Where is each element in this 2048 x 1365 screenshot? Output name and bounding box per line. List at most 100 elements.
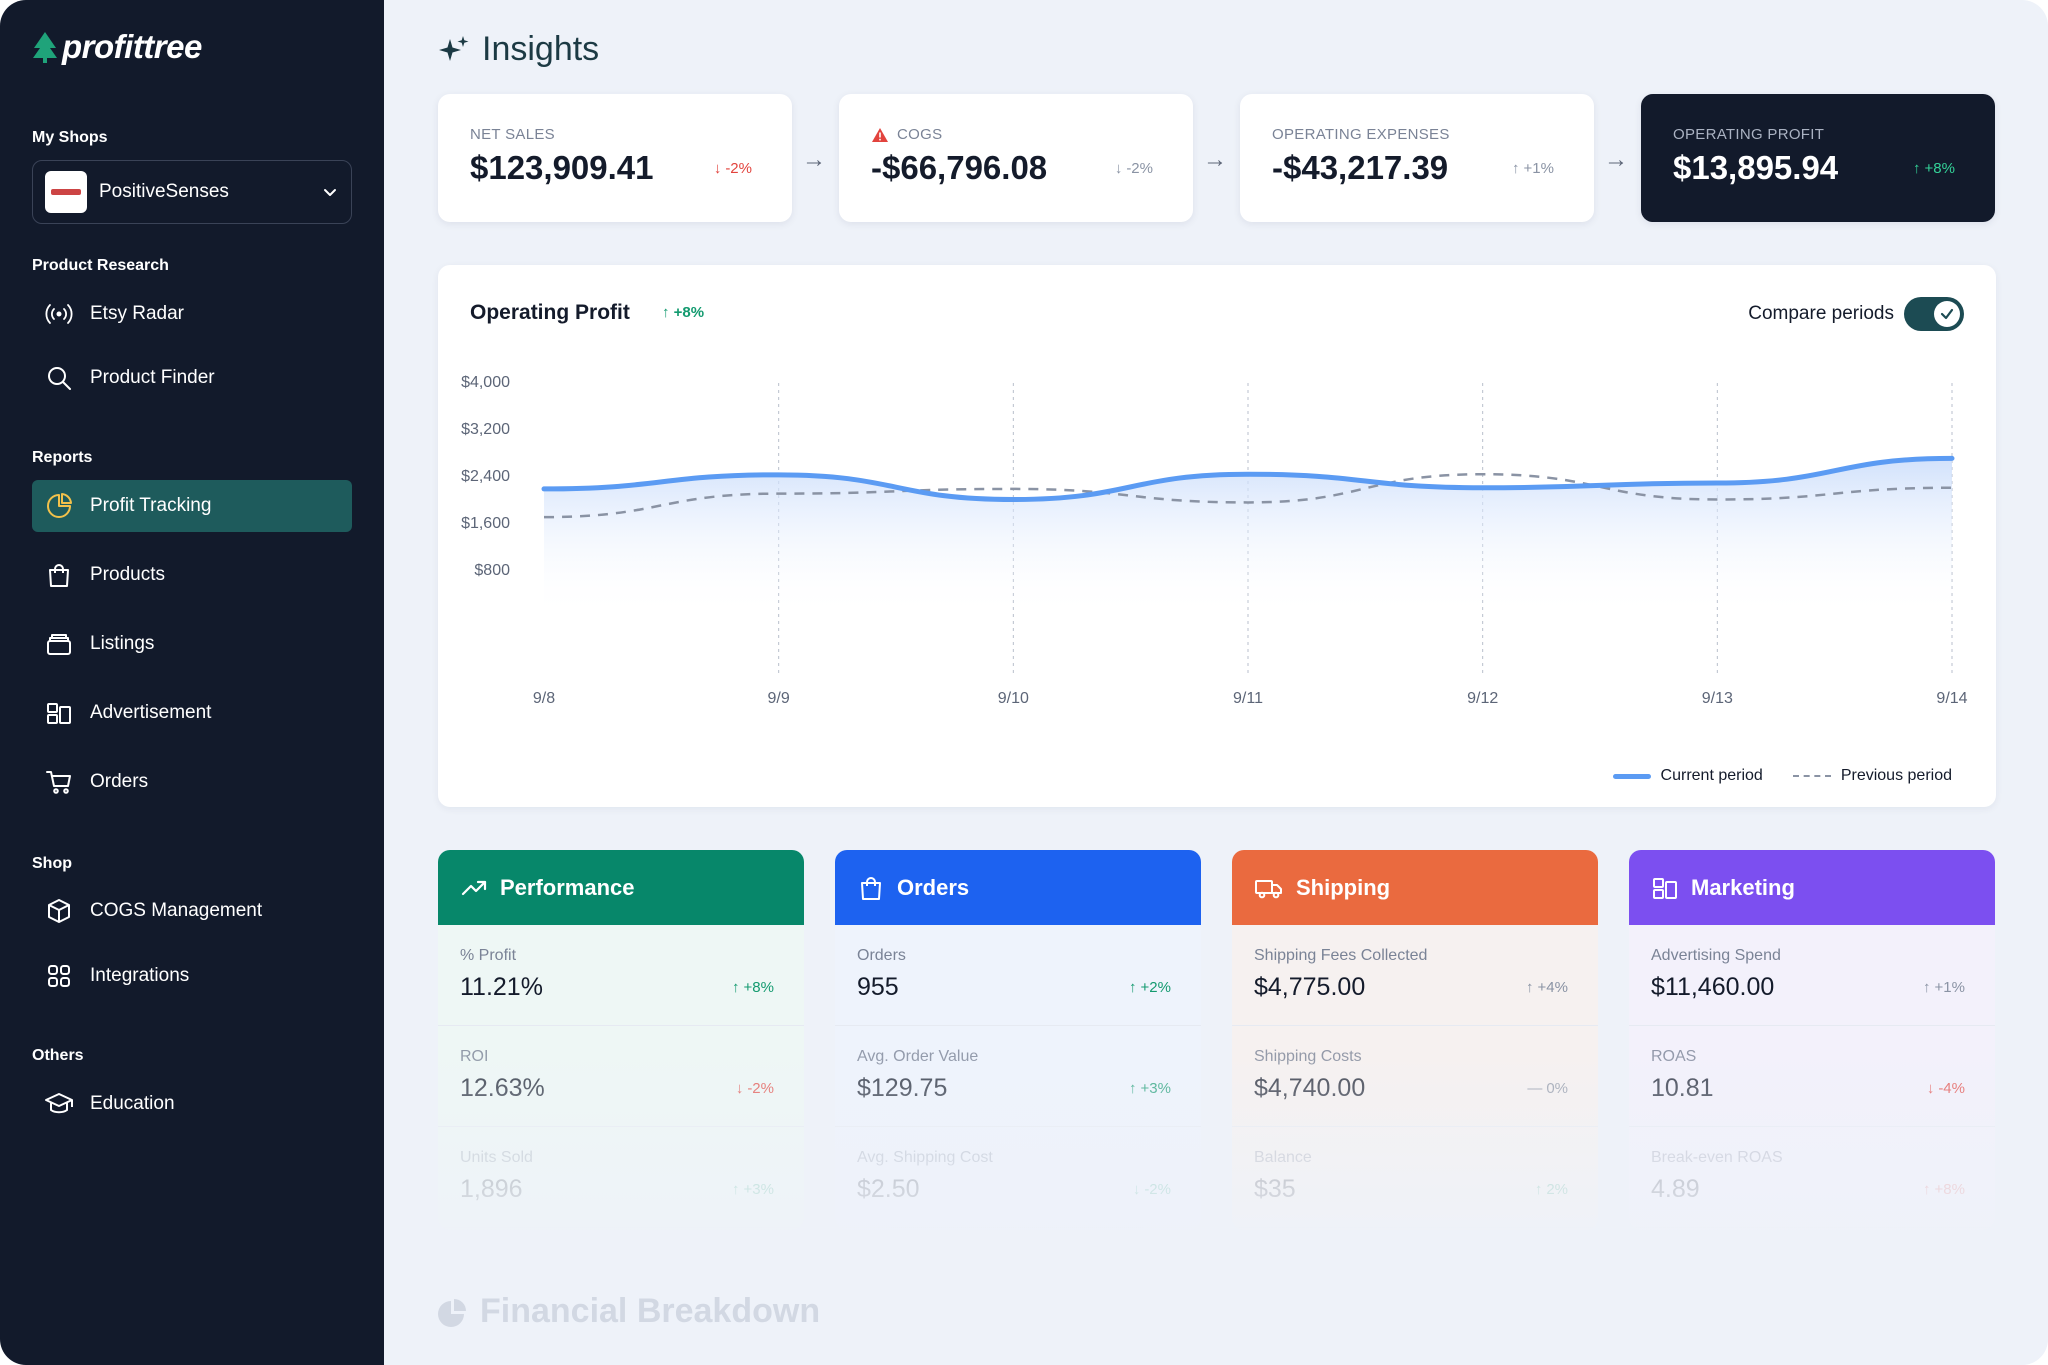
arrow-up-icon: ↑	[732, 1181, 740, 1198]
bag-icon	[857, 874, 885, 902]
metric-card-orders[interactable]: Orders Orders 955 ↑ +2% Avg. Order Value $129.…	[835, 850, 1201, 1230]
sidebar-item-orders[interactable]: Orders	[32, 756, 352, 808]
metric-label: Advertising Spend	[1651, 947, 1781, 964]
metric-row: Shipping Fees Collected $4,775.00 ↑ +4%	[1232, 925, 1598, 1026]
kpi-delta: ↑ +1%	[1512, 160, 1554, 177]
arrow-right-icon: →	[802, 146, 826, 173]
sidebar-item-cogs-management[interactable]: COGS Management	[32, 885, 352, 937]
kpi-label: COGS	[871, 126, 1193, 143]
metric-delta: ↑ +3%	[1129, 1080, 1171, 1097]
brand-logo[interactable]: profittree	[32, 28, 202, 66]
sidebar-item-education[interactable]: Education	[32, 1078, 352, 1130]
sidebar-item-profit-tracking[interactable]: Profit Tracking	[32, 480, 352, 532]
sidebar-item-label: Orders	[90, 771, 149, 792]
cart-icon	[44, 767, 74, 797]
sidebar-item-listings[interactable]: Listings	[32, 618, 352, 670]
radar-icon	[44, 299, 74, 329]
metric-row: Shipping Costs $4,740.00—0%	[1232, 1026, 1598, 1127]
metric-card-performance[interactable]: Performance % Profit 11.21% ↑ +8% ROI 12.63% ↓ -…	[438, 850, 804, 1230]
metric-row: ROI 12.63% ↓ -2%	[438, 1026, 804, 1127]
metric-card-marketing[interactable]: Marketing Advertising Spend $11,460.00 ↑ +1%…	[1629, 850, 1995, 1230]
metric-card-title: Shipping	[1296, 874, 1391, 900]
metric-row: Avg. Shipping Cost $2.50 ↓ -2%	[835, 1127, 1201, 1228]
advertisement-icon	[44, 698, 74, 728]
x-tick-label: 9/9	[768, 690, 790, 707]
financial-breakdown-heading: Financial Breakdown	[438, 1292, 820, 1331]
sidebar-item-etsy-radar[interactable]: Etsy Radar	[32, 288, 352, 340]
arrow-up-icon: ↑	[1923, 1181, 1931, 1198]
metric-value: 11.21%	[460, 973, 543, 1001]
metric-card-title: Orders	[897, 874, 970, 900]
shop-avatar	[45, 171, 87, 213]
metric-delta: ↑ +4%	[1526, 979, 1568, 996]
metric-row: Advertising Spend $11,460.00 ↑ +1%	[1629, 925, 1995, 1026]
others-title: Others	[32, 1047, 84, 1064]
metric-label: Balance	[1254, 1149, 1312, 1166]
pie-chart-icon	[438, 1298, 466, 1327]
kpi-card-operating-expenses[interactable]: OPERATING EXPENSES -$43,217.39 ↑ +1%	[1240, 94, 1594, 222]
arrow-up-icon: ↑	[662, 304, 670, 321]
tree-icon	[33, 32, 57, 63]
reports-title: Reports	[32, 449, 93, 466]
sidebar-item-product-finder[interactable]: Product Finder	[32, 352, 352, 404]
arrow-up-icon: ↑	[1512, 160, 1520, 177]
kpi-card-cogs[interactable]: COGS -$66,796.08 ↓ -2%	[839, 94, 1193, 222]
sidebar-item-advertisement[interactable]: Advertisement	[32, 687, 352, 739]
shop-name: PositiveSenses	[99, 181, 229, 202]
metric-delta: ↑ +2%	[1129, 979, 1171, 996]
cube-icon	[44, 896, 74, 926]
compare-periods-label: Compare periods	[1748, 303, 1894, 324]
chart-title: Operating Profit	[470, 301, 630, 324]
shop-selector[interactable]: PositiveSenses	[32, 160, 352, 224]
kpi-value: $123,909.41	[470, 149, 654, 186]
sidebar-item-integrations[interactable]: Integrations	[32, 950, 352, 1002]
kpi-card-operating-profit[interactable]: OPERATING PROFIT $13,895.94 ↑ +8%	[1641, 94, 1995, 222]
legend-current-period: Current period	[1612, 767, 1763, 785]
arrow-flat-icon: —	[1527, 1080, 1543, 1097]
pie-chart-icon	[44, 491, 74, 521]
metric-value: $4,775.00	[1254, 973, 1366, 1001]
y-tick-label: $1,600	[461, 515, 510, 532]
x-tick-label: 9/14	[1936, 690, 1967, 707]
metric-delta: ↑ 2%	[1534, 1181, 1568, 1198]
metric-card-shipping[interactable]: Shipping Shipping Fees Collected $4,775.00…	[1232, 850, 1598, 1230]
metric-row: ROAS 10.81 ↓ -4%	[1629, 1026, 1995, 1127]
metric-delta: ↓ -2%	[1132, 1181, 1171, 1198]
kpi-label: NET SALES	[470, 126, 555, 143]
metric-label: ROI	[460, 1048, 489, 1065]
metric-value: $11,460.00	[1651, 973, 1775, 1001]
arrow-up-icon: ↑	[1129, 979, 1137, 996]
metric-row: Balance $35 ↑ 2%	[1232, 1127, 1598, 1228]
listings-icon	[44, 629, 74, 659]
metric-label: Orders	[857, 947, 906, 964]
current-period-line	[541, 455, 1955, 503]
metric-row: % Profit 11.21% ↑ +8%	[438, 925, 804, 1026]
y-tick-label: $3,200	[461, 421, 510, 438]
arrow-down-icon: ↓	[735, 1080, 744, 1097]
arrow-down-icon: ↓	[1132, 1181, 1141, 1198]
sidebar-item-products[interactable]: Products	[32, 549, 352, 601]
metric-row: Break-even ROAS 4.89 ↑ +8%	[1629, 1127, 1995, 1228]
kpi-value: $13,895.94	[1673, 149, 1839, 186]
sidebar-item-label: Listings	[90, 633, 155, 654]
arrow-right-icon: →	[1203, 146, 1227, 173]
previous-period-line	[543, 472, 1953, 519]
kpi-delta: ↓ -2%	[713, 160, 752, 177]
metric-label: % Profit	[460, 947, 517, 964]
y-tick-label: $4,000	[461, 374, 510, 391]
page-title: Insights	[482, 30, 600, 68]
kpi-card-net-sales[interactable]: NET SALES $123,909.41 ↓ -2%	[438, 94, 792, 222]
trend-up-icon	[460, 874, 488, 902]
compare-periods-toggle[interactable]	[1904, 297, 1964, 331]
sidebar-item-label: Products	[90, 564, 165, 585]
sidebar-item-label: Etsy Radar	[90, 303, 184, 324]
search-icon	[44, 363, 74, 393]
brand-name: profittree	[62, 28, 202, 65]
metric-label: Shipping Costs	[1254, 1048, 1362, 1065]
x-tick-label: 9/10	[998, 690, 1029, 707]
kpi-delta: ↑ +8%	[1913, 160, 1955, 177]
metric-delta: ↑ +3%	[732, 1181, 774, 1198]
metric-delta: ↓ -2%	[735, 1080, 774, 1097]
metric-card-header: Shipping	[1232, 850, 1598, 925]
